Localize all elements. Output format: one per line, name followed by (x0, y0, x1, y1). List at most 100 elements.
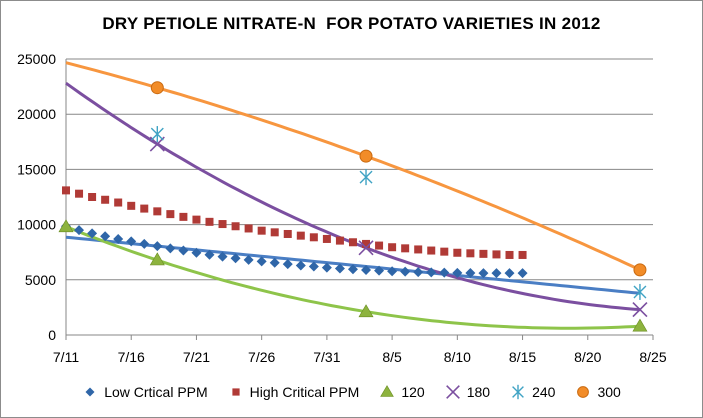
point-120 (358, 304, 374, 318)
point-low-crtical-ppm (308, 261, 319, 272)
point-low-crtical-ppm (334, 263, 345, 274)
x-tick-label: 7/31 (313, 349, 340, 365)
point-low-crtical-ppm (295, 260, 306, 271)
point-high-critical-ppm (179, 212, 188, 221)
point-high-critical-ppm (427, 246, 436, 255)
legend-item: 120 (379, 384, 425, 400)
chart-title: DRY PETIOLE NITRATE-N FOR POTATO VARIETI… (102, 14, 601, 33)
point-low-crtical-ppm (452, 267, 463, 278)
point-high-critical-ppm (101, 195, 110, 204)
point-high-critical-ppm (518, 250, 527, 259)
point-high-critical-ppm (88, 193, 97, 201)
point-300 (150, 81, 164, 95)
point-low-crtical-ppm (478, 268, 489, 279)
point-high-critical-ppm (62, 186, 70, 195)
point-low-crtical-ppm (439, 267, 450, 278)
point-low-crtical-ppm (374, 265, 385, 276)
point-high-critical-ppm (440, 247, 449, 256)
y-tick-labels: 0 5000 10000 15000 20000 25000 (17, 51, 56, 343)
point-low-crtical-ppm (139, 238, 150, 249)
legend-item: High Critical PPM (228, 384, 360, 400)
point-120 (632, 318, 648, 332)
point-low-crtical-ppm (465, 267, 476, 278)
point-high-critical-ppm (153, 207, 162, 216)
point-high-critical-ppm (257, 226, 266, 235)
point-high-critical-ppm (75, 189, 84, 198)
point-high-critical-ppm (322, 234, 331, 243)
point-high-critical-ppm (414, 245, 423, 254)
point-high-critical-ppm (218, 220, 227, 229)
legend-marker (380, 385, 395, 397)
point-low-crtical-ppm (178, 245, 189, 256)
point-300 (359, 149, 373, 163)
point-low-crtical-ppm (491, 268, 502, 279)
legend: Low Crtical PPM High Critical PPM 120 180 24… (0, 381, 703, 403)
x-tick-label: 8/25 (639, 349, 666, 365)
point-high-critical-ppm (362, 239, 371, 248)
point-low-crtical-ppm (321, 262, 332, 273)
data-markers (58, 81, 648, 332)
legend-marker-icon (85, 387, 95, 397)
point-240 (150, 126, 164, 143)
point-low-crtical-ppm (282, 259, 293, 270)
point-240 (359, 169, 373, 186)
point-180 (358, 240, 374, 256)
point-120 (149, 252, 165, 266)
y-tick-label: 0 (48, 327, 56, 343)
legend-marker (445, 385, 460, 399)
gridlines (66, 58, 653, 281)
point-high-critical-ppm (205, 217, 214, 226)
point-low-crtical-ppm (204, 249, 215, 260)
legend-label: 180 (466, 384, 491, 400)
point-high-critical-ppm (309, 233, 318, 242)
point-high-critical-ppm (453, 248, 462, 257)
point-low-crtical-ppm (217, 251, 228, 262)
trendlines (65, 61, 641, 330)
point-high-critical-ppm (492, 250, 501, 259)
y-tick-label: 20000 (17, 106, 56, 122)
legend-marker-icon (232, 388, 240, 396)
legend-label: 300 (597, 384, 621, 400)
legend-item: 180 (445, 384, 490, 400)
point-low-crtical-ppm (126, 236, 137, 247)
point-high-critical-ppm (127, 201, 136, 210)
point-low-crtical-ppm (74, 225, 85, 236)
point-low-crtical-ppm (243, 254, 254, 265)
x-tick-label: 7/21 (183, 349, 210, 365)
legend-marker (512, 384, 524, 400)
legend-marker (232, 388, 240, 396)
point-low-crtical-ppm (504, 268, 515, 279)
point-high-critical-ppm (296, 231, 305, 240)
point-high-critical-ppm (479, 249, 488, 258)
point-high-critical-ppm (270, 228, 279, 237)
point-high-critical-ppm (466, 249, 475, 258)
trendline-180 (65, 81, 641, 312)
point-high-critical-ppm (375, 241, 384, 250)
point-low-crtical-ppm (152, 241, 163, 252)
point-high-critical-ppm (348, 238, 357, 247)
legend-label: High Critical PPM (249, 384, 360, 400)
point-low-crtical-ppm (87, 228, 98, 239)
legend-label: 120 (401, 384, 425, 400)
point-high-critical-ppm (140, 204, 149, 213)
legend-marker-icon (445, 385, 460, 399)
y-tick-label: 25000 (17, 51, 56, 67)
y-tick-label: 10000 (17, 217, 56, 233)
point-240 (633, 283, 647, 300)
point-low-crtical-ppm (100, 231, 111, 242)
legend-item: Low Crtical PPM (82, 384, 208, 400)
point-high-critical-ppm (335, 236, 344, 245)
y-tick-label: 5000 (25, 272, 56, 288)
point-low-crtical-ppm (361, 264, 372, 275)
legend-marker-icon (577, 386, 590, 398)
x-tick-label: 8/15 (509, 349, 536, 365)
point-low-crtical-ppm (191, 247, 202, 258)
legend-marker (85, 387, 95, 397)
axes (65, 59, 654, 340)
point-high-critical-ppm (192, 215, 201, 224)
point-300 (633, 263, 647, 277)
point-low-crtical-ppm (400, 266, 411, 277)
legend-item: 240 (510, 384, 555, 400)
legend-label: Low Crtical PPM (104, 384, 208, 400)
